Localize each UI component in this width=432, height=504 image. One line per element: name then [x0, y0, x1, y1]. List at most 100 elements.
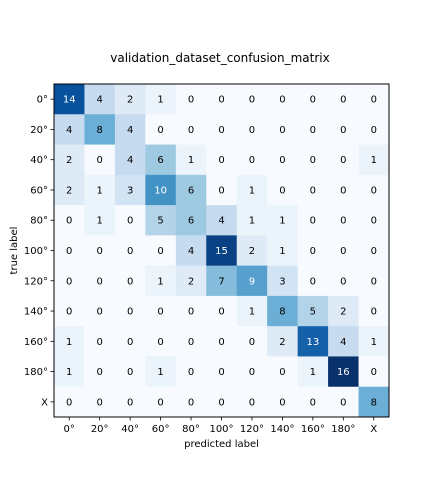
cell-value-label: 0	[371, 367, 377, 378]
y-tick-label: 80°	[30, 216, 48, 227]
cell-value-label: 2	[127, 95, 133, 106]
cell-value-label: 0	[157, 307, 163, 318]
cell-value-label: 2	[188, 276, 194, 287]
cell-value-label: 0	[371, 95, 377, 106]
cell-value-label: 6	[157, 155, 163, 166]
cell-value-label: 0	[310, 276, 316, 287]
cell-value-label: 0	[371, 246, 377, 257]
y-tick-label: 60°	[30, 185, 48, 196]
cell-value-label: 4	[66, 125, 72, 136]
cell-value-label: 0	[218, 155, 224, 166]
cell-value-label: 5	[157, 216, 163, 227]
cell-value-label: 0	[157, 397, 163, 408]
y-tick-label: 20°	[30, 125, 48, 136]
cell-value-label: 0	[340, 246, 346, 257]
y-tick-label: X	[41, 397, 48, 408]
cell-value-label: 0	[279, 95, 285, 106]
cell-value-label: 13	[306, 337, 319, 348]
cell-value-label: 0	[371, 125, 377, 136]
cell-value-label: 0	[371, 276, 377, 287]
cell-value-label: 1	[249, 216, 255, 227]
cell-value-label: 1	[188, 155, 194, 166]
cell-value-label: 0	[249, 367, 255, 378]
cell-value-label: 4	[127, 125, 133, 136]
cell-value-label: 0	[310, 397, 316, 408]
cell-value-label: 4	[218, 216, 224, 227]
cell-value-label: 1	[249, 307, 255, 318]
y-axis-ticks: 0°20°40°60°80°100°120°140°160°180°X	[24, 95, 54, 409]
cell-value-label: 0	[127, 246, 133, 257]
cell-value-label: 1	[96, 185, 102, 196]
cell-value-label: 0	[127, 337, 133, 348]
x-tick-label: 100°	[209, 424, 233, 435]
cell-value-label: 0	[310, 95, 316, 106]
cell-value-label: 4	[96, 95, 102, 106]
cell-value-label: 0	[188, 307, 194, 318]
cell-value-label: 1	[157, 367, 163, 378]
cell-value-label: 0	[279, 125, 285, 136]
cell-value-label: 15	[215, 246, 228, 257]
cell-value-label: 0	[279, 185, 285, 196]
cell-value-label: 0	[96, 397, 102, 408]
cell-value-label: 0	[96, 367, 102, 378]
cell-value-label: 2	[66, 155, 72, 166]
x-axis-ticks: 0° 20° 40° 60° 80° 100° 120° 140° 160° 180° X	[64, 417, 378, 435]
cell-value-label: 0	[66, 397, 72, 408]
cell-value-label: 0	[340, 155, 346, 166]
cell-value-label: 1	[371, 337, 377, 348]
cell-value-label: 0	[371, 185, 377, 196]
cell-value-label: 1	[371, 155, 377, 166]
cell-value-label: 0	[279, 155, 285, 166]
cell-value-label: 0	[249, 95, 255, 106]
y-tick-label: 100°	[24, 246, 48, 257]
cell-value-label: 0	[127, 367, 133, 378]
cell-value-label: 0	[310, 246, 316, 257]
x-tick-label: 20°	[91, 424, 109, 435]
cell-value-label: 0	[340, 276, 346, 287]
cell-value-label: 4	[340, 337, 346, 348]
cell-value-label: 0	[218, 125, 224, 136]
cell-value-label: 0	[279, 367, 285, 378]
cell-value-label: 0	[157, 246, 163, 257]
cell-value-label: 0	[340, 216, 346, 227]
x-tick-label: 0°	[64, 424, 75, 435]
cell-value-label: 2	[249, 246, 255, 257]
cell-value-label: 9	[249, 276, 255, 287]
cell-value-label: 0	[127, 276, 133, 287]
y-tick-label: 0°	[37, 95, 48, 106]
cell-value-label: 0	[188, 95, 194, 106]
x-axis-label: predicted label	[184, 439, 259, 450]
cell-value-label: 0	[96, 246, 102, 257]
cell-value-label: 0	[371, 307, 377, 318]
x-tick-label: 120°	[240, 424, 264, 435]
cell-value-label: 3	[127, 185, 133, 196]
cell-value-label: 1	[310, 367, 316, 378]
cell-value-label: 0	[157, 337, 163, 348]
cell-value-label: 16	[337, 367, 350, 378]
cell-value-label: 0	[66, 246, 72, 257]
cell-value-label: 0	[279, 397, 285, 408]
cell-value-label: 0	[310, 185, 316, 196]
cell-value-label: 1	[66, 367, 72, 378]
cell-value-label: 0	[66, 307, 72, 318]
cell-value-label: 8	[279, 307, 285, 318]
cell-value-label: 0	[188, 337, 194, 348]
cell-value-label: 0	[66, 276, 72, 287]
cell-value-label: 0	[127, 397, 133, 408]
cell-value-label: 2	[340, 307, 346, 318]
cell-value-label: 1	[157, 95, 163, 106]
cell-value-label: 0	[218, 337, 224, 348]
cell-value-label: 5	[310, 307, 316, 318]
y-tick-label: 140°	[24, 307, 48, 318]
cell-value-label: 0	[340, 185, 346, 196]
cell-value-label: 0	[218, 95, 224, 106]
cell-value-label: 0	[66, 216, 72, 227]
cell-value-label: 0	[310, 216, 316, 227]
cell-value-label: 6	[188, 216, 194, 227]
x-tick-label: 160°	[301, 424, 325, 435]
cell-value-label: 1	[157, 276, 163, 287]
cell-value-label: 1	[96, 216, 102, 227]
cell-value-label: 0	[127, 216, 133, 227]
cell-value-label: 7	[218, 276, 224, 287]
